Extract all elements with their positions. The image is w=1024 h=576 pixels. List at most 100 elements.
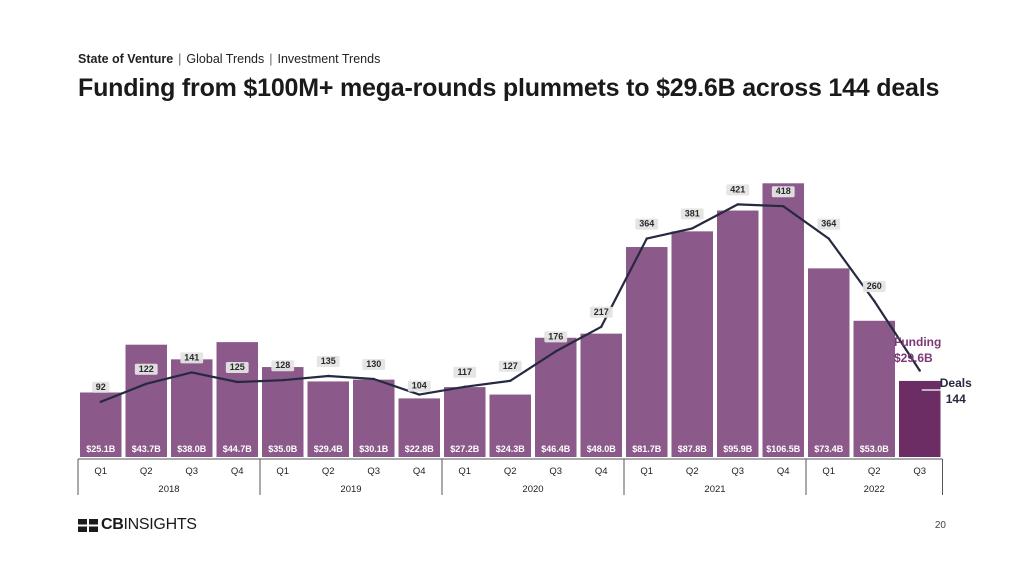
funding-bar [535,337,577,457]
deals-label-bg [589,306,613,318]
funding-bar-label: $48.0B [587,444,617,454]
deals-label: 364 [821,219,836,229]
breadcrumb-item-state-of-venture[interactable]: State of Venture [78,52,174,66]
quarter-tick-label: Q3 [367,466,380,477]
deals-annotation-value: 144 [946,392,966,406]
funding-annotation-label: Funding [894,335,941,349]
funding-annotation-value: $29.6B [894,351,933,365]
deals-label-bg [453,366,477,378]
deals-point [918,369,921,372]
cbinsights-logo: CBINSIGHTS [78,516,197,534]
quarter-tick-label: Q4 [413,466,426,477]
deals-label-bg [180,352,204,364]
deals-point [236,380,239,384]
deals-label-bg [225,362,249,373]
quarter-tick-label: Q2 [868,466,881,477]
logo-text: CBINSIGHTS [101,516,197,534]
quarter-tick-label: Q1 [458,466,471,477]
funding-bar-label: $44.7B [223,444,253,454]
funding-bar [80,392,122,457]
funding-bar-label: $46.4B [541,444,571,454]
deals-point [463,385,466,388]
deals-label: 418 [776,186,791,196]
deals-label: 92 [96,382,106,392]
page-number: 20 [934,520,946,531]
quarter-tick-label: Q1 [276,466,289,477]
year-label: 2018 [158,484,179,495]
deals-point [281,379,284,382]
deals-point [736,203,739,206]
year-label: 2022 [864,484,885,495]
deals-label-bg [680,208,704,220]
funding-bar [307,381,349,457]
quarter-tick-label: Q3 [731,466,744,477]
breadcrumb-separator: | [269,52,273,66]
quarter-tick-label: Q3 [913,466,926,477]
funding-bar [398,398,440,457]
deals-label: 122 [139,364,154,374]
deals-label: 135 [321,356,336,366]
deals-point [691,227,694,230]
funding-bar-label: $53.0B [860,444,890,454]
deals-label-bg [771,186,795,198]
funding-bar [125,344,167,457]
funding-bar [353,379,395,457]
funding-bar-label: $106.5B [766,444,801,454]
deals-label: 128 [275,360,290,370]
deals-label-bg [271,360,295,372]
breadcrumb: State of Venture | Global Trends | Investmen… [78,52,380,66]
deals-label-bg [407,380,431,392]
deals-label: 260 [867,281,882,291]
deals-label: 176 [548,331,563,341]
deals-label-bg [726,184,750,196]
deals-label-bg [544,331,568,343]
funding-bar-label: $38.0B [177,444,207,454]
cbinsights-logo-icon [78,518,98,532]
quarter-tick-label: Q2 [140,466,153,477]
funding-bar-label: $73.4B [814,444,844,454]
funding-bar-label: $95.9B [723,444,753,454]
deals-point [509,379,512,382]
funding-bar [580,333,622,457]
breadcrumb-item-investment-trends[interactable]: Investment Trends [277,52,381,66]
deals-label: 130 [366,359,381,369]
deals-annotation-label: Deals [940,376,972,390]
quarter-tick-label: Q3 [549,466,562,477]
quarter-tick-label: Q2 [322,466,335,477]
logo-text-light: INSIGHTS [123,516,197,533]
deals-label: 125 [230,362,245,372]
quarter-tick-label: Q2 [686,466,699,477]
deals-label-bg [498,360,522,372]
funding-bar-label: $30.1B [359,444,389,454]
deals-label: 381 [685,208,700,218]
funding-bar [853,320,895,457]
funding-bar-label: $25.1B [86,444,116,454]
deals-point [600,325,603,328]
funding-bar-label: $81.7B [632,444,662,454]
funding-bar-label: $35.0B [268,444,298,454]
breadcrumb-separator: | [178,52,182,66]
deals-label-bg [134,363,158,375]
deals-label: 117 [457,367,472,377]
deals-label: 141 [184,352,199,362]
breadcrumb-item-global-trends[interactable]: Global Trends [186,52,265,66]
funding-bar [171,359,213,457]
deals-label-bg [316,356,340,367]
funding-bar [808,268,850,457]
deals-point [372,377,375,381]
deals-label: 364 [639,219,654,229]
deals-point [873,299,876,303]
funding-bar [671,231,713,457]
page-title: Funding from $100M+ mega-rounds plummets… [78,74,940,102]
funding-bar-label: $87.8B [678,444,708,454]
quarter-tick-label: Q4 [231,466,244,477]
quarter-tick-label: Q4 [777,466,790,477]
deals-point [190,371,193,374]
funding-bar [489,394,531,457]
funding-bar [762,183,804,458]
deals-point [827,237,830,240]
logo-text-bold: CB [101,516,124,533]
funding-bar-label: $43.7B [132,444,162,454]
deals-label: 421 [730,184,745,194]
